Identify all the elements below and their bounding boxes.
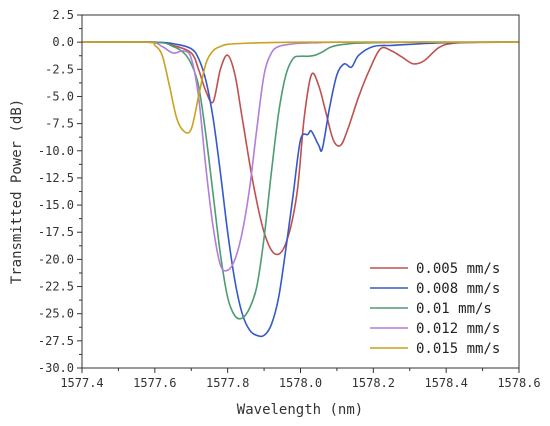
- x-tick-label: 1578.0: [279, 376, 322, 390]
- y-tick-label: -2.5: [45, 62, 74, 76]
- series-line-3: [82, 41, 519, 320]
- legend-label: 0.01 mm/s: [416, 301, 492, 317]
- series-line-1: [82, 41, 519, 256]
- y-tick-label: -27.5: [38, 334, 74, 348]
- series-line-5: [82, 41, 519, 134]
- x-tick-label: 1578.6: [497, 376, 540, 390]
- legend-label: 0.005 mm/s: [416, 261, 500, 277]
- x-axis: 1577.4 1577.6 1577.8 1578.0 1578.2 1578.4 1578…: [60, 368, 541, 390]
- y-tick-label: -10.0: [38, 144, 74, 158]
- y-axis-title: Transmitted Power (dB): [9, 99, 25, 284]
- y-tick-label: 2.5: [52, 8, 74, 22]
- x-tick-label: 1577.4: [60, 376, 103, 390]
- x-tick-label: 1577.6: [133, 376, 176, 390]
- x-tick-label: 1577.8: [206, 376, 249, 390]
- legend-label: 0.012 mm/s: [416, 321, 500, 337]
- x-axis-title: Wavelength (nm): [237, 402, 363, 418]
- y-tick-label: -22.5: [38, 280, 74, 294]
- y-tick-label: -30.0: [38, 361, 74, 375]
- y-axis: 2.5 0.0 -2.5 -5.0 -7.5 -10.0 -12.5 -15.0 -17.5 -2…: [38, 8, 82, 375]
- series-layer: [82, 41, 519, 338]
- y-tick-label: -25.0: [38, 307, 74, 321]
- y-tick-label: -17.5: [38, 225, 74, 239]
- x-tick-label: 1578.2: [352, 376, 395, 390]
- y-tick-label: 0.0: [52, 35, 74, 49]
- x-tick-label: 1578.4: [424, 376, 467, 390]
- series-line-2: [82, 41, 519, 338]
- legend: 0.005 mm/s 0.008 mm/s 0.01 mm/s 0.012 mm/s 0…: [370, 261, 500, 357]
- y-tick-label: -12.5: [38, 171, 74, 185]
- y-tick-label: -15.0: [38, 198, 74, 212]
- legend-label: 0.008 mm/s: [416, 281, 500, 297]
- y-tick-label: -20.0: [38, 252, 74, 266]
- y-tick-label: -7.5: [45, 117, 74, 131]
- legend-label: 0.015 mm/s: [416, 341, 500, 357]
- y-tick-label: -5.0: [45, 89, 74, 103]
